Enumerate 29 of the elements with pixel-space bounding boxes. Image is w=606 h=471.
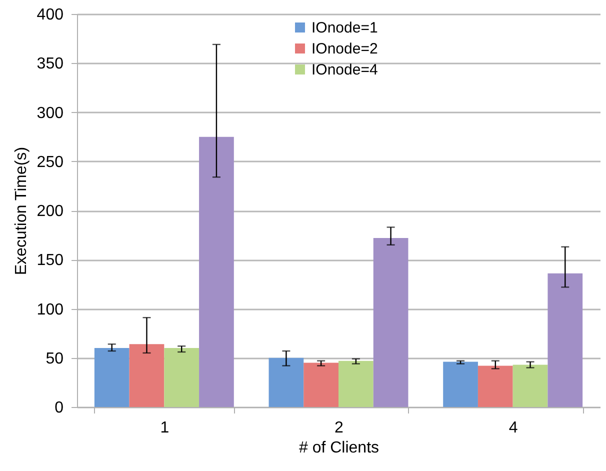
bar <box>373 238 408 407</box>
x-tick-label: 2 <box>334 420 344 436</box>
legend-label: IOnode=4 <box>312 62 378 78</box>
bar <box>478 366 513 407</box>
x-tick-label: 4 <box>508 420 518 436</box>
y-tick-label: 350 <box>36 56 64 73</box>
y-tick-label: 0 <box>54 400 64 416</box>
bar <box>443 362 478 407</box>
legend-label: IOnode=2 <box>312 40 378 58</box>
y-tick-label: 250 <box>36 154 64 171</box>
bar <box>164 348 200 407</box>
y-tick-label: 300 <box>36 104 64 122</box>
bar <box>548 273 583 407</box>
bar <box>512 364 548 407</box>
bar <box>268 358 304 407</box>
x-axis-title: # of Clients <box>298 440 380 456</box>
y-axis-title: Execution Time(s) <box>12 146 30 276</box>
bar <box>338 360 374 407</box>
bar <box>129 344 164 407</box>
x-tick-label: 1 <box>160 420 170 436</box>
legend-label: IOnode=1 <box>312 20 378 36</box>
y-tick-label: 200 <box>36 203 64 220</box>
y-tick-label: 400 <box>36 6 64 24</box>
bar <box>199 136 234 407</box>
bar <box>304 362 338 407</box>
y-tick-label: 150 <box>36 252 64 270</box>
y-tick-label: 50 <box>46 350 64 368</box>
bar <box>94 348 130 407</box>
y-tick-label: 100 <box>36 301 64 318</box>
